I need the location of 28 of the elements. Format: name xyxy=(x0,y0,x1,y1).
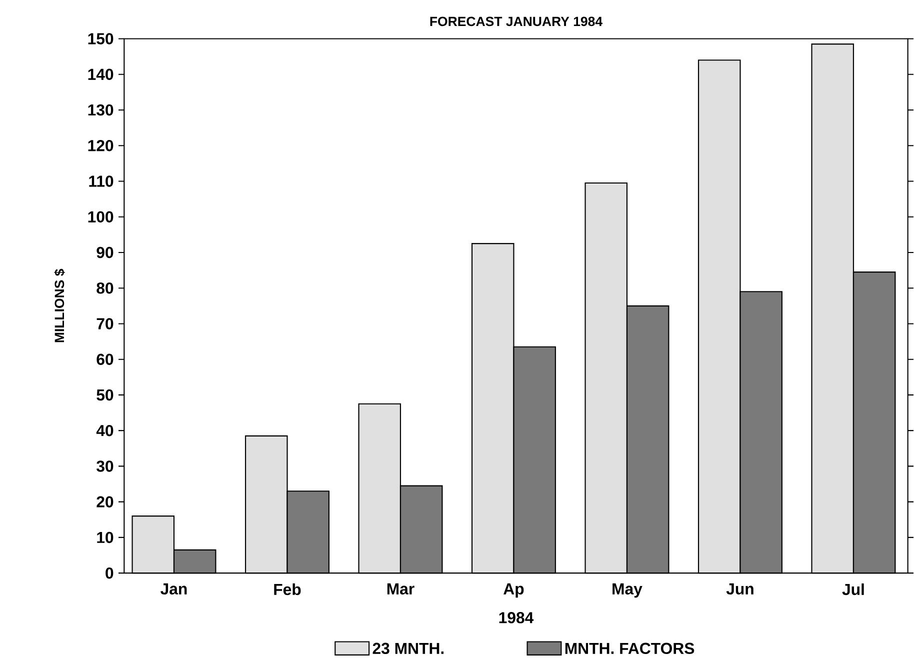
x-axis-title: 1984 xyxy=(499,612,534,624)
y-tick-label: 10 xyxy=(97,532,114,543)
y-tick-label: 150 xyxy=(88,32,114,44)
y-tick-label: 120 xyxy=(88,140,114,151)
y-tick-label: 30 xyxy=(96,460,114,472)
y-tick-label: 60 xyxy=(96,354,114,365)
chart-title: FORECAST JANUARY 1984 xyxy=(430,16,602,26)
x-tick-label: Jul xyxy=(842,583,864,595)
x-tick-label: May xyxy=(612,583,642,598)
x-tick-label: Mar xyxy=(387,583,414,594)
legend-label: 23 MNTH. xyxy=(372,642,444,654)
y-tick-label: 0 xyxy=(106,567,114,578)
y-tick-label: 50 xyxy=(96,389,114,400)
y-tick-label: 40 xyxy=(96,424,114,436)
y-tick-label: 100 xyxy=(88,211,114,222)
x-tick-label: Ap xyxy=(504,583,524,598)
y-tick-label: 140 xyxy=(88,68,114,80)
y-tick-label: 20 xyxy=(96,496,114,508)
x-tick-label: Jan xyxy=(160,583,187,594)
y-tick-label: 110 xyxy=(89,175,114,187)
y-tick-label: 90 xyxy=(96,246,114,258)
x-tick-label: Feb xyxy=(274,583,301,595)
y-tick-label: 80 xyxy=(96,282,114,294)
legend-label: MNTH. FACTORS xyxy=(565,642,694,654)
y-axis-title: MILLIONS $ xyxy=(54,268,65,342)
y-tick-label: 130 xyxy=(88,104,114,116)
x-tick-label: Jun xyxy=(726,583,754,594)
y-tick-label: 70 xyxy=(96,318,114,330)
